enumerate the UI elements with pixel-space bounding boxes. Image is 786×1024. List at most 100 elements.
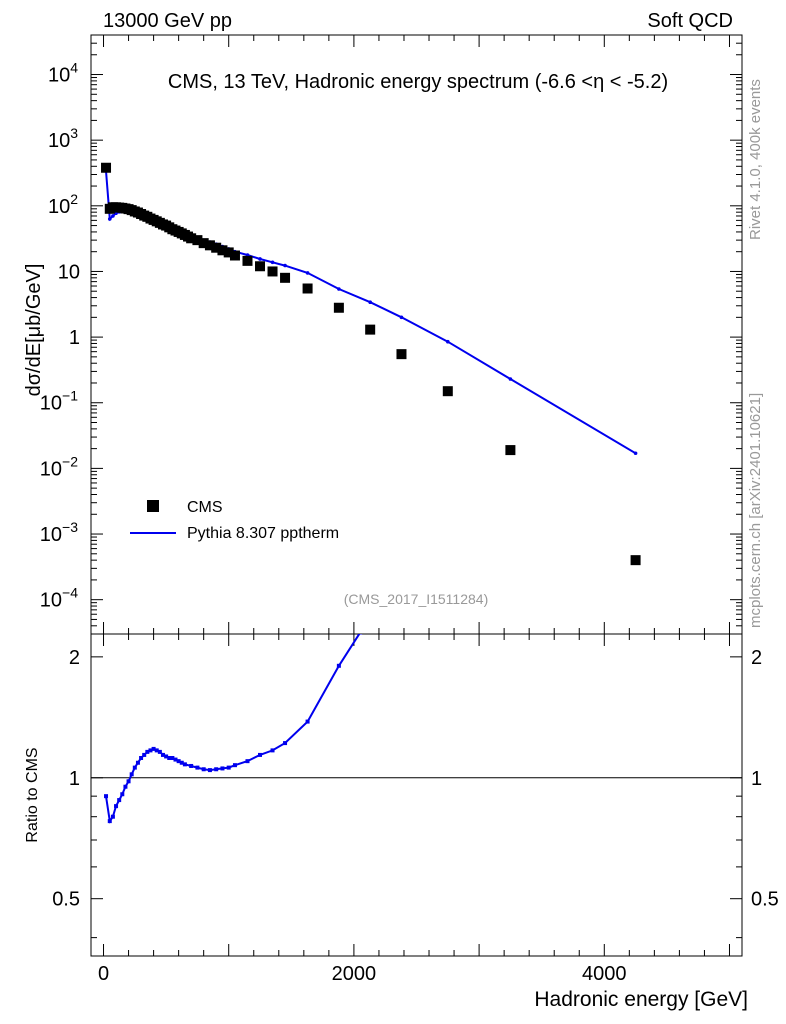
data-point	[630, 555, 641, 566]
ratio-point	[201, 767, 206, 772]
data-point	[198, 238, 209, 249]
ratio-point	[123, 784, 128, 789]
data-point	[223, 247, 234, 258]
data-point	[255, 261, 266, 272]
y-tick-label: 10	[58, 261, 80, 283]
ratio-y-tick-labels: 2 2 1 1 0.5 0.5	[52, 647, 779, 911]
ratio-line	[105, 634, 361, 824]
y-tick-label: 10−3	[40, 519, 78, 546]
ratio-point	[176, 759, 181, 764]
ratio-y-tick-label: 2	[69, 647, 80, 669]
mc-point	[445, 339, 450, 344]
ratio-point	[173, 757, 178, 762]
ratio-point	[179, 760, 184, 765]
legend-cms-marker	[147, 500, 159, 512]
data-point	[101, 162, 112, 173]
ratio-series	[104, 634, 363, 824]
data-point	[365, 324, 376, 335]
ratio-point	[232, 763, 237, 768]
mc-point	[111, 214, 115, 218]
ratio-point	[114, 804, 119, 809]
legend-cms-label: CMS	[187, 499, 223, 516]
data-point	[267, 266, 278, 277]
mc-point	[633, 451, 638, 456]
x-tick-label: 0	[98, 963, 109, 985]
data-series	[101, 162, 641, 566]
ratio-point	[226, 765, 231, 770]
ratio-y-axis-label: Ratio to CMS	[24, 747, 41, 842]
ratio-point	[336, 663, 341, 668]
main-panel-ticks	[91, 34, 742, 635]
ratio-point	[145, 749, 150, 754]
analysis-id: (CMS_2017_I1511284)	[344, 591, 489, 607]
y-tick-label: 10−1	[40, 388, 78, 415]
header-right: Soft QCD	[647, 10, 733, 32]
ratio-point	[107, 819, 112, 824]
x-tick-labels: 0 2000 4000	[98, 963, 627, 985]
x-tick-label: 4000	[582, 963, 627, 985]
data-point	[217, 245, 228, 256]
mc-point	[258, 257, 262, 261]
ratio-point	[170, 756, 175, 761]
ratio-point	[358, 634, 363, 635]
ratio-point	[126, 779, 131, 784]
data-point	[442, 386, 453, 397]
rivet-label: Rivet 4.1.0, 400k events	[747, 79, 764, 240]
data-point	[211, 242, 222, 253]
ratio-y-tick-label-right: 1	[751, 768, 762, 790]
mc-point	[337, 287, 341, 291]
ratio-point	[167, 756, 172, 761]
data-point	[204, 240, 215, 251]
data-point	[302, 283, 313, 294]
ratio-point	[258, 752, 263, 757]
ratio-point	[220, 766, 225, 771]
ratio-point	[117, 798, 122, 803]
ratio-point	[132, 765, 137, 770]
data-point	[192, 235, 203, 246]
ratio-panel: 2 2 1 1 0.5 0.5 0 2000 4000 Ratio to CMS Hadron…	[24, 633, 779, 1011]
y-tick-label: 103	[48, 125, 78, 152]
ratio-point	[160, 752, 165, 757]
legend: CMS Pythia 8.307 pptherm	[130, 499, 339, 542]
mc-series	[104, 169, 638, 456]
ratio-point	[189, 763, 194, 768]
ratio-point	[120, 792, 125, 797]
mc-line	[105, 170, 637, 455]
ratio-point	[182, 762, 187, 767]
data-point	[242, 255, 253, 266]
mc-point	[399, 315, 404, 320]
data-point	[396, 349, 407, 360]
ratio-point	[104, 794, 109, 799]
ratio-point	[157, 749, 162, 754]
ratio-y-tick-label: 1	[69, 768, 80, 790]
data-point	[186, 233, 197, 244]
data-point	[505, 445, 516, 456]
mc-point	[305, 271, 310, 275]
ratio-point	[148, 748, 153, 753]
y-tick-label: 10−4	[40, 585, 78, 612]
mc-point	[283, 263, 287, 268]
header-left: 13000 GeV pp	[103, 10, 232, 32]
ratio-point	[270, 748, 275, 753]
ratio-point	[142, 752, 147, 757]
ratio-point	[305, 719, 310, 724]
main-y-axis-label: dσ/dE[μb/GeV]	[23, 264, 45, 397]
x-tick-label: 2000	[332, 963, 377, 985]
ratio-point	[207, 768, 212, 773]
ratio-panel-frame	[90, 633, 743, 957]
ratio-point	[129, 772, 134, 777]
mc-point	[508, 377, 513, 381]
ratio-y-tick-label-right: 2	[751, 647, 762, 669]
ratio-point	[139, 756, 144, 761]
ratio-y-tick-label-right: 0.5	[751, 889, 779, 911]
ratio-point	[195, 765, 200, 770]
data-point	[333, 302, 344, 313]
mc-point	[368, 300, 372, 305]
y-tick-label: 1	[69, 327, 80, 349]
data-point	[280, 272, 291, 283]
chart-title: CMS, 13 TeV, Hadronic energy spectrum (-…	[168, 71, 668, 93]
ratio-point	[135, 760, 140, 765]
